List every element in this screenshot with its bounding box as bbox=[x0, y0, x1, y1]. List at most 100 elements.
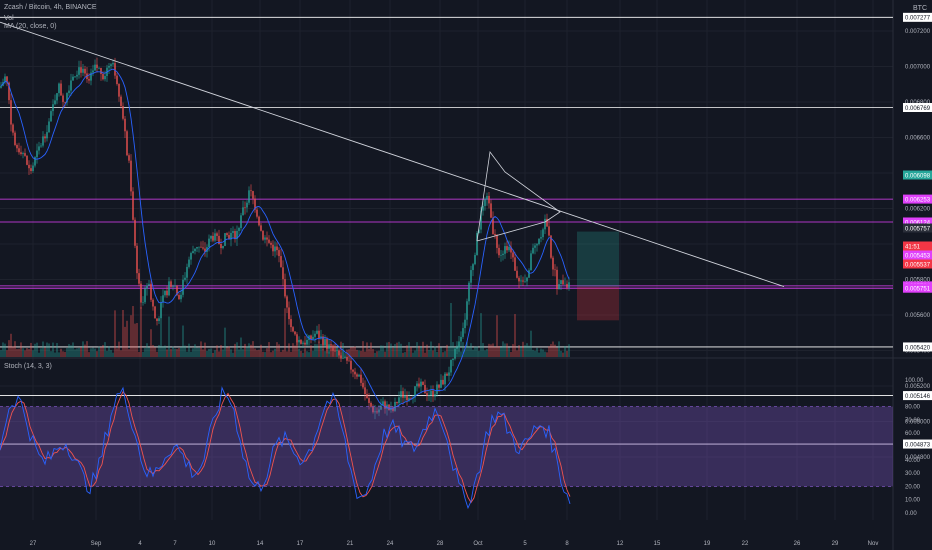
volume-bar bbox=[80, 347, 82, 357]
volume-bar bbox=[318, 341, 320, 357]
volume-bar bbox=[206, 350, 208, 357]
volume-bar bbox=[22, 348, 24, 357]
price-badge-text: 0.005757 bbox=[905, 226, 931, 232]
volume-bar bbox=[144, 348, 146, 357]
time-tick-label: 4 bbox=[138, 541, 142, 547]
loss-zone bbox=[577, 286, 619, 321]
candle-body bbox=[216, 233, 218, 236]
volume-bar bbox=[392, 347, 394, 357]
candle-body bbox=[166, 290, 168, 296]
time-axis[interactable]: 27 Sep 4 7 10 14 17 21 24 28 Oct 5 8 12 15 19 22 26 29 Nov bbox=[30, 541, 879, 547]
volume-bar bbox=[386, 342, 388, 357]
volume-bar bbox=[296, 342, 298, 357]
volume-bar bbox=[190, 351, 192, 357]
volume-bar bbox=[348, 349, 350, 357]
candle-body bbox=[44, 136, 46, 139]
long-position-tool[interactable] bbox=[577, 231, 619, 321]
volume-bar bbox=[388, 341, 390, 357]
candle-body bbox=[426, 393, 428, 396]
volume-bar bbox=[506, 343, 508, 357]
candle-body bbox=[192, 251, 194, 254]
volume-bar bbox=[486, 349, 488, 357]
candle-body bbox=[324, 338, 326, 346]
candle-body bbox=[168, 281, 170, 296]
volume-bar bbox=[564, 346, 566, 357]
ma-line bbox=[0, 68, 570, 409]
volume-bar bbox=[476, 346, 478, 357]
level-badge bbox=[903, 103, 932, 113]
volume-bar bbox=[66, 348, 68, 357]
volume-label[interactable]: Vol bbox=[4, 15, 14, 22]
volume-bar bbox=[242, 349, 244, 357]
volume-bar bbox=[236, 342, 238, 357]
ma-label[interactable]: MA (20, close, 0) bbox=[4, 23, 57, 30]
candle-body bbox=[554, 269, 556, 271]
candle-body bbox=[188, 259, 190, 267]
price-badge bbox=[903, 223, 932, 233]
volume-bar bbox=[34, 343, 36, 357]
candle-body bbox=[466, 301, 468, 320]
stoch-tick-label: 10.00 bbox=[905, 498, 921, 504]
volume-bar bbox=[278, 344, 280, 357]
volume-bar bbox=[82, 341, 84, 357]
candle-body bbox=[334, 350, 336, 352]
volume-bar bbox=[4, 343, 6, 357]
candle-body bbox=[74, 76, 76, 78]
level-badge-text: 0.006769 bbox=[905, 106, 931, 112]
price-badge-text: 0.005453 bbox=[905, 253, 931, 259]
candle-body bbox=[238, 228, 240, 231]
candle-body bbox=[348, 360, 350, 362]
stoch-label[interactable]: Stoch (14, 3, 3) bbox=[4, 363, 52, 370]
time-tick-label: 19 bbox=[704, 541, 711, 547]
candle-body bbox=[506, 246, 508, 251]
volume-bar bbox=[256, 350, 258, 357]
volume-bar bbox=[450, 303, 452, 357]
candle-body bbox=[498, 247, 500, 256]
candle-body bbox=[398, 397, 400, 404]
volume-bar bbox=[524, 345, 526, 357]
volume-bar bbox=[146, 343, 148, 357]
stochastic-pane bbox=[0, 386, 893, 510]
time-tick-label: 15 bbox=[654, 541, 661, 547]
candle-body bbox=[428, 395, 430, 397]
candle-body bbox=[404, 395, 406, 398]
volume-bar bbox=[108, 346, 110, 357]
volume-bar bbox=[218, 351, 220, 357]
candle-body bbox=[60, 83, 62, 96]
volume-bar bbox=[246, 346, 248, 357]
volume-bar bbox=[282, 349, 284, 357]
volume-bar bbox=[430, 341, 432, 357]
candle-body bbox=[36, 150, 38, 158]
trend-drawings[interactable] bbox=[0, 21, 785, 288]
candle-body bbox=[470, 270, 472, 283]
volume-bar bbox=[478, 350, 480, 357]
candle-body bbox=[220, 243, 222, 249]
volume-bar bbox=[368, 348, 370, 357]
volume-bar bbox=[490, 344, 492, 357]
volume-bar bbox=[24, 350, 26, 357]
volume-bar bbox=[94, 348, 96, 357]
volume-bar bbox=[416, 342, 418, 357]
time-tick-label: 28 bbox=[437, 541, 444, 547]
volume-bar bbox=[164, 345, 166, 357]
volume-bar bbox=[226, 347, 228, 357]
volume-bar bbox=[128, 349, 130, 357]
price-badge bbox=[903, 170, 932, 180]
volume-bar bbox=[536, 347, 538, 357]
volume-bar bbox=[406, 345, 408, 357]
volume-bar bbox=[252, 341, 254, 357]
volume-bar bbox=[142, 351, 144, 357]
candle-body bbox=[488, 195, 490, 204]
time-tick-label: 26 bbox=[794, 541, 801, 547]
volume-bar bbox=[290, 351, 292, 357]
candle-body bbox=[146, 285, 148, 289]
volume-bar bbox=[562, 352, 564, 357]
candle-body bbox=[438, 384, 440, 388]
candle-body bbox=[562, 280, 564, 285]
candle-body bbox=[378, 409, 380, 413]
candle-body bbox=[306, 339, 308, 345]
volume-bars bbox=[0, 303, 570, 357]
symbol-title[interactable]: Zcash / Bitcoin, 4h, BINANCE bbox=[4, 4, 97, 11]
candle-body bbox=[178, 295, 180, 300]
